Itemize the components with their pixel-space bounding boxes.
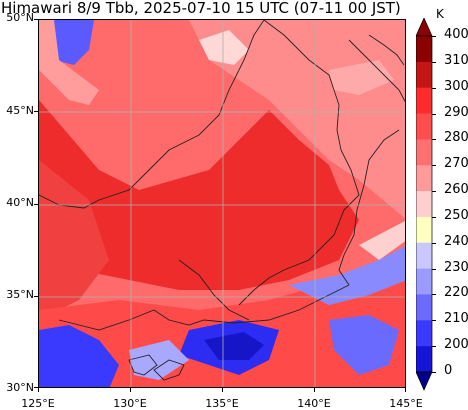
colorbar-tick (432, 61, 436, 63)
colorbar-tick (432, 36, 436, 37)
colorbar-segment (416, 87, 432, 115)
colorbar-label: 300 (444, 78, 468, 94)
lat-tick (34, 387, 38, 388)
colorbar-label: 230 (444, 259, 468, 275)
colorbar-segment (416, 165, 432, 192)
lat-tick (34, 19, 38, 20)
colorbar-segment (416, 191, 432, 218)
colorbar-label: 0 (444, 363, 453, 378)
colorbar-label: 290 (444, 104, 468, 120)
south-cloud-thin (129, 340, 189, 380)
south-cloud-center-core (204, 332, 264, 360)
colorbar-segment (416, 268, 432, 295)
lon-label-130: 130°E (113, 397, 147, 410)
lon-label-145: 145°E (389, 397, 423, 410)
lat-label-45: 45°N (6, 104, 34, 117)
colorbar-segment (416, 36, 432, 63)
lon-tick (405, 388, 406, 392)
lat-tick (34, 111, 38, 112)
lat-tick (34, 296, 38, 297)
colorbar-label: 220 (444, 285, 468, 301)
colorbar-segment (416, 242, 432, 270)
lon-label-135: 135°E (205, 397, 239, 410)
colorbar-label: 280 (444, 130, 468, 146)
colorbar-label: 200 (444, 337, 468, 353)
nw-thin-cloud (39, 20, 99, 105)
lat-label-30: 30°N (6, 381, 34, 394)
colorbar-tick (432, 268, 436, 270)
colorbar-segment (416, 294, 432, 321)
colorbar-tick (432, 216, 436, 218)
colorbar-segment (416, 113, 432, 140)
colorbar-segment (416, 61, 432, 89)
colorbar-segment (416, 320, 432, 347)
lon-label-140: 140°E (297, 397, 331, 410)
colorbar-unit: K (436, 7, 444, 21)
colorbar-tick (432, 87, 436, 89)
lat-label-50: 50°N (6, 11, 34, 24)
colorbar-label: 250 (444, 207, 468, 223)
lon-tick (314, 388, 315, 392)
colorbar-label: 310 (444, 52, 468, 68)
satellite-image (39, 20, 405, 387)
colorbar (416, 18, 433, 391)
colorbar-tick (432, 139, 436, 141)
west-land-region (39, 160, 109, 320)
colorbar-outline (416, 35, 433, 373)
lon-tick (38, 388, 39, 392)
south-cloud-east (329, 315, 399, 375)
colorbar-label: 270 (444, 156, 468, 172)
gridlines (39, 20, 405, 387)
colorbar-tick (432, 346, 436, 348)
colorbar-label: 240 (444, 233, 468, 249)
colorbar-extend-top (416, 18, 433, 37)
lat-tick (34, 204, 38, 205)
colorbar-tick (432, 294, 436, 296)
colorbar-segment (416, 216, 432, 244)
colorbar-tick (432, 165, 436, 167)
colorbar-tick (432, 320, 436, 322)
lon-label-125: 125°E (21, 397, 55, 410)
land-warm-region (39, 100, 359, 290)
satellite-map (38, 19, 406, 388)
colorbar-label: 260 (444, 182, 468, 198)
colorbar-segment (416, 139, 432, 166)
colorbar-tick (432, 191, 436, 193)
lon-tick (222, 388, 223, 392)
east-cloud-thin (359, 221, 405, 260)
colorbar-tick (432, 113, 436, 115)
east-cloud-band (289, 246, 405, 305)
colorbar-segment (416, 346, 432, 373)
colorbar-segments (416, 36, 432, 373)
lat-label-35: 35°N (6, 288, 34, 301)
colorbar-tick (432, 372, 436, 373)
colorbar-tick (432, 242, 436, 244)
colorbar-extend-bottom (416, 371, 433, 391)
map-title: Himawari 8/9 Tbb, 2025-07-10 15 UTC (07-… (1, 0, 401, 17)
coastlines (39, 20, 405, 381)
lon-tick (130, 388, 131, 392)
colorbar-label: 210 (444, 311, 468, 327)
lat-label-40: 40°N (6, 196, 34, 209)
north-thin-cloud (199, 30, 249, 65)
south-cloud-west (39, 325, 119, 387)
colorbar-label: 400 (444, 27, 468, 42)
